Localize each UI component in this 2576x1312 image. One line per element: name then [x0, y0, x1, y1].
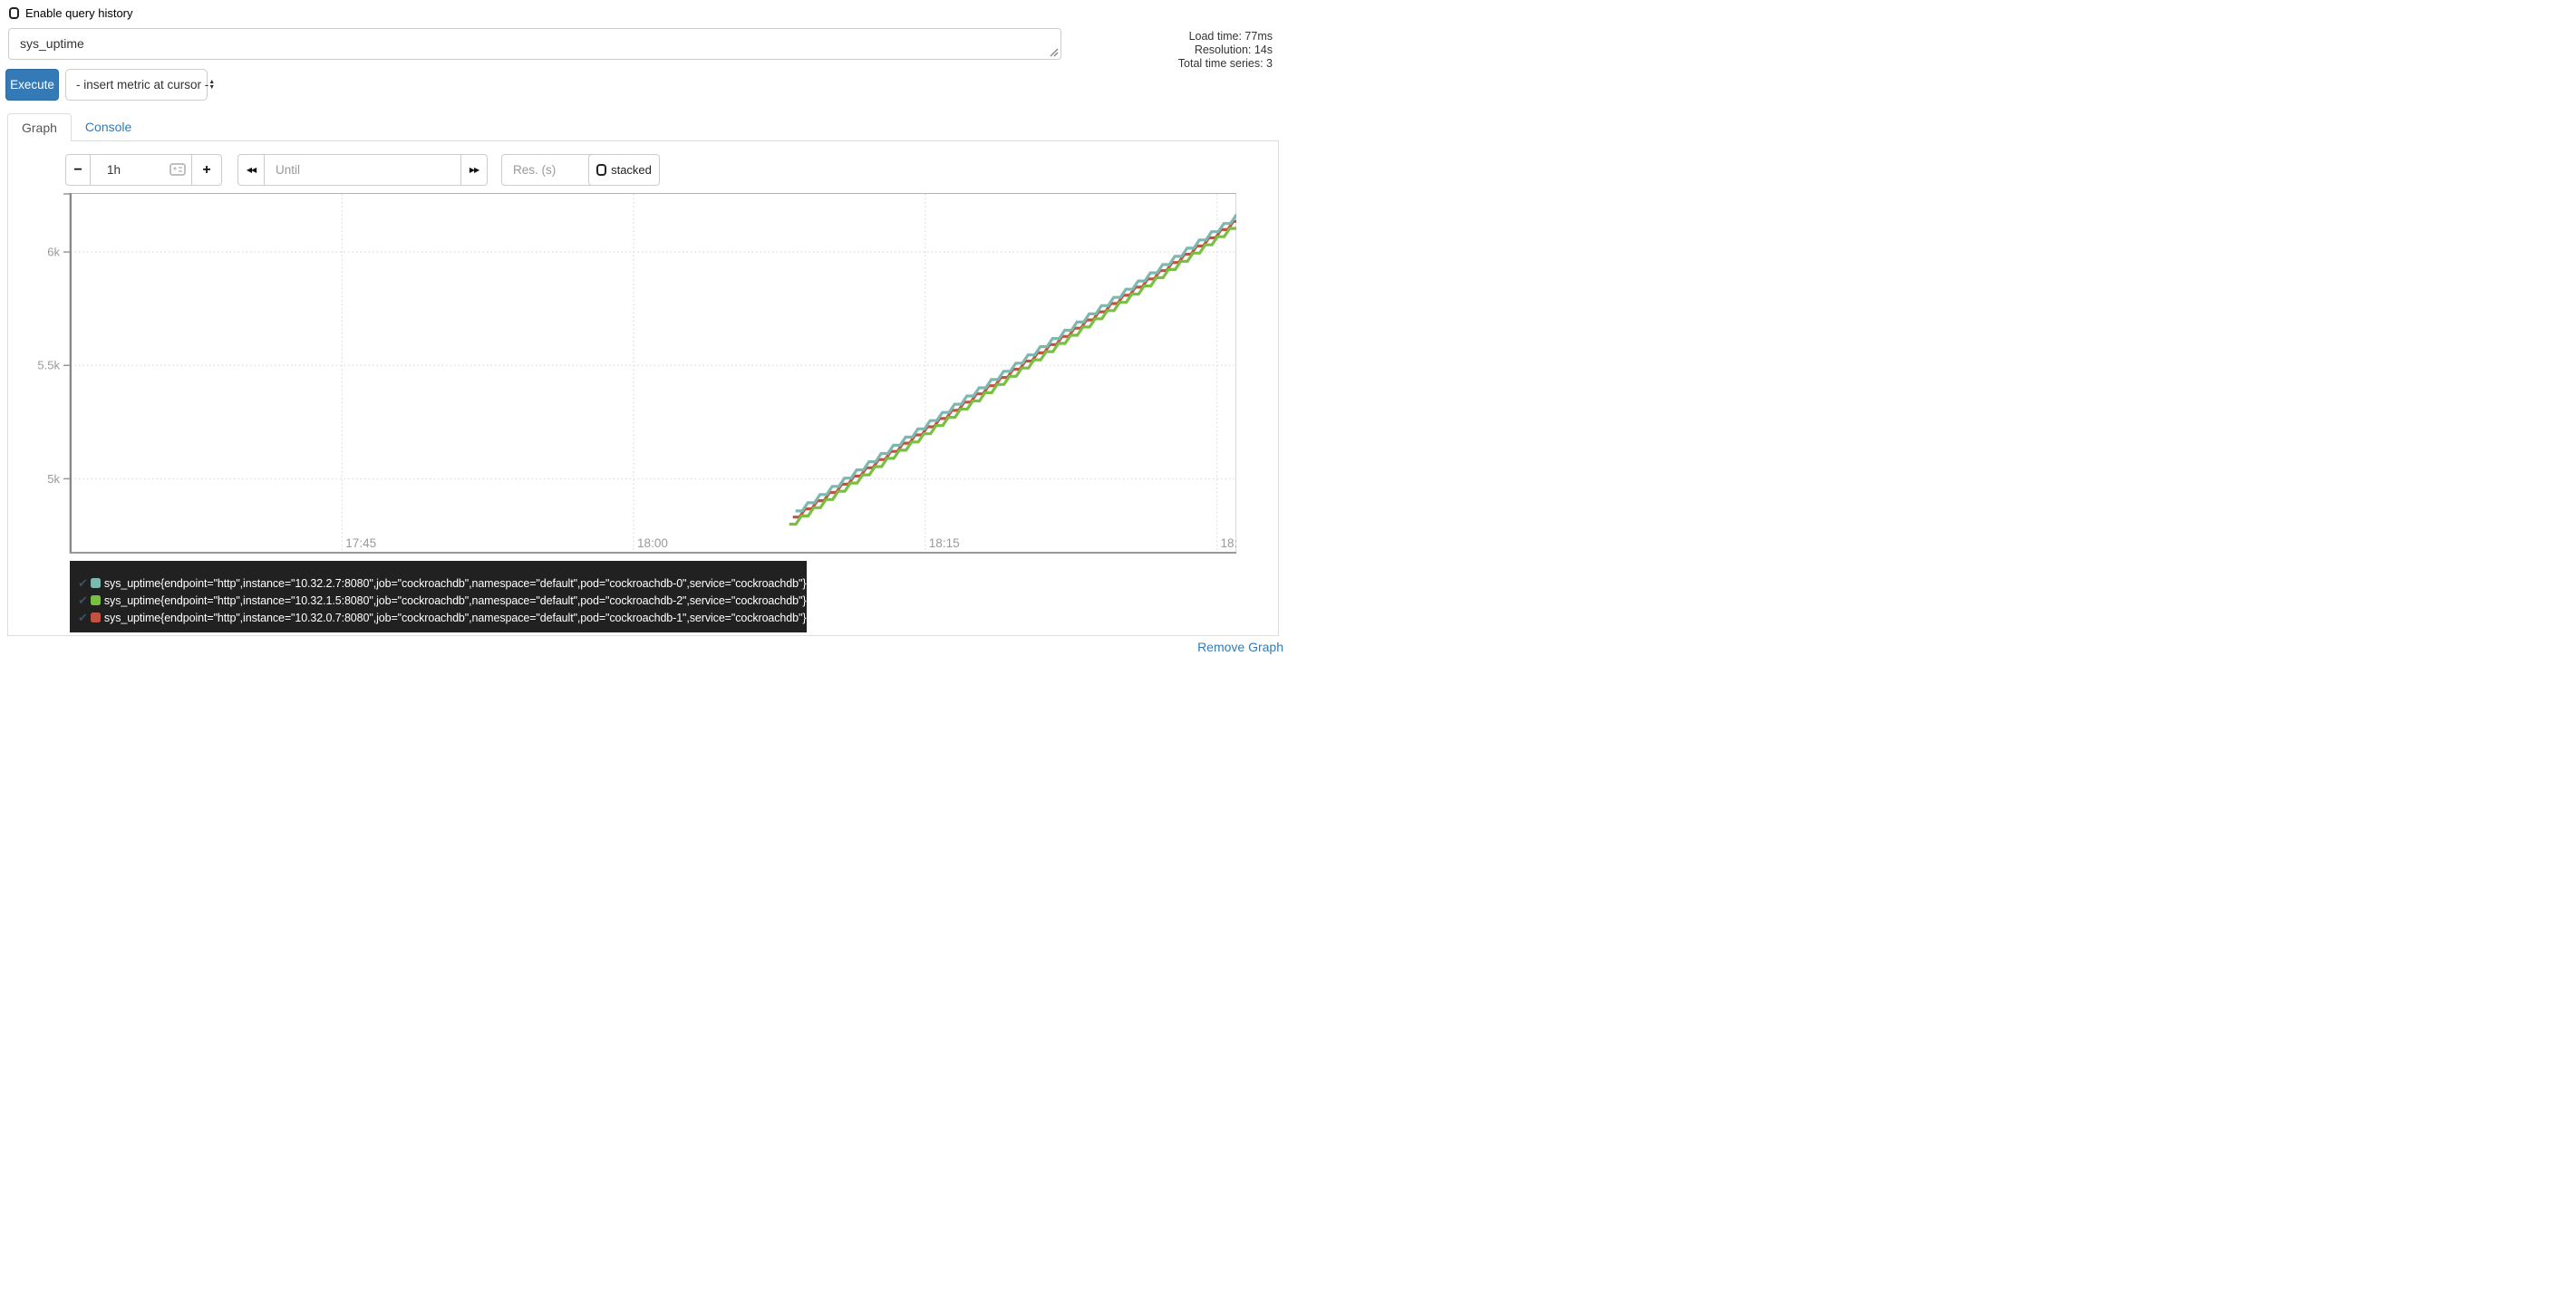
stacked-checkbox — [596, 164, 607, 176]
remove-graph-link[interactable]: Remove Graph — [1197, 640, 1283, 654]
query-history-checkbox[interactable] — [9, 7, 19, 19]
series-line — [792, 219, 1236, 519]
series-visible-check-icon[interactable]: ✔ — [78, 610, 88, 624]
grow-range-button[interactable]: + — [191, 154, 222, 186]
series-line — [789, 226, 1236, 526]
range-control-group: − + — [65, 154, 222, 186]
series-color-swatch — [90, 595, 101, 605]
legend-row[interactable]: ✔ sys_uptime{endpoint="http",instance="10… — [78, 592, 807, 609]
range-input-wrap — [90, 154, 192, 186]
rewind-time-button[interactable]: ◀◀ — [237, 154, 265, 186]
legend-row[interactable]: ✔ sys_uptime{endpoint="http",instance="10… — [78, 609, 807, 626]
series-label: sys_uptime{endpoint="http",instance="10.… — [103, 576, 807, 590]
resize-grip-icon[interactable] — [1050, 48, 1059, 57]
series-label: sys_uptime{endpoint="http",instance="10.… — [103, 593, 807, 607]
rewind-icon: ◀◀ — [246, 166, 257, 174]
resolution-control — [501, 154, 594, 186]
prometheus-expression-browser: Enable query history sys_uptime Load tim… — [0, 0, 1288, 656]
series-lines — [789, 214, 1236, 526]
query-history-label: Enable query history — [25, 6, 133, 20]
stacked-control: stacked — [588, 154, 660, 186]
series-legend: ✔ sys_uptime{endpoint="http",instance="10… — [70, 561, 807, 632]
stacked-label: stacked — [611, 163, 652, 177]
query-field-wrap: sys_uptime — [8, 28, 1061, 60]
x-tick-label: 18:30 — [1221, 536, 1236, 550]
forward-time-button[interactable]: ▶▶ — [460, 154, 488, 186]
y-tick-label: 5k — [47, 472, 60, 486]
resolution-input[interactable] — [501, 154, 594, 186]
x-tick-label: 18:00 — [637, 536, 668, 550]
query-expression-input[interactable]: sys_uptime — [8, 28, 1061, 60]
stat-line: Load time: 77ms — [1188, 30, 1273, 43]
series-visible-check-icon[interactable]: ✔ — [78, 575, 88, 590]
insert-metric-dropdown[interactable]: - insert metric at cursor - ▲ ▼ — [65, 69, 215, 101]
graph-console-tabbar: Graph Console — [7, 113, 145, 141]
tab-graph[interactable]: Graph — [7, 113, 72, 141]
y-tick-label: 5.5k — [37, 359, 60, 372]
series-line — [795, 214, 1236, 513]
time-control-group: ◀◀ ▶▶ — [237, 154, 488, 186]
dropdown-arrows-icon: ▲ ▼ — [208, 79, 216, 91]
stat-line: Total time series: 3 — [1177, 57, 1273, 70]
stacked-toggle[interactable]: stacked — [588, 154, 660, 186]
shrink-range-button[interactable]: − — [65, 154, 91, 186]
x-tick-label: 17:45 — [345, 536, 376, 550]
series-label: sys_uptime{endpoint="http",instance="10.… — [103, 611, 807, 624]
execute-button[interactable]: Execute — [5, 69, 59, 101]
graph-canvas[interactable]: 6k 5.5k 5k 17:45 18:00 18:15 18:30 — [0, 193, 1236, 555]
y-tick-label: 6k — [47, 246, 60, 259]
x-tick-label: 18:15 — [929, 536, 960, 550]
query-stats: Load time: 77ms Resolution: 14s Total time… — [1178, 30, 1273, 71]
legend-row[interactable]: ✔ sys_uptime{endpoint="http",instance="10… — [78, 574, 807, 592]
series-visible-check-icon[interactable]: ✔ — [78, 593, 88, 607]
tab-console[interactable]: Console — [84, 120, 132, 134]
enable-query-history[interactable]: Enable query history — [9, 6, 133, 20]
stat-line: Resolution: 14s — [1194, 43, 1273, 56]
plot-border — [69, 193, 1236, 554]
insert-metric-dropdown-value: - insert metric at cursor - — [76, 78, 209, 92]
until-input[interactable] — [264, 154, 461, 186]
series-color-swatch — [90, 613, 101, 622]
fast-forward-icon: ▶▶ — [469, 166, 479, 174]
calendar-icon[interactable] — [169, 163, 186, 176]
series-color-swatch — [90, 578, 101, 588]
